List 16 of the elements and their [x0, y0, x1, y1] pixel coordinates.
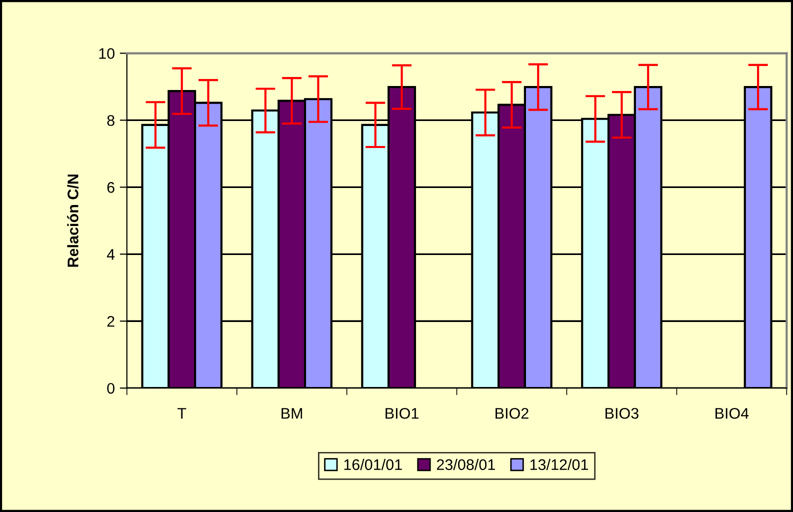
y-tick-label: 8 — [107, 115, 114, 126]
x-tick-label: BIO3 — [606, 408, 638, 419]
legend-label: 13/12/01 — [530, 458, 588, 470]
y-tick-label: 2 — [107, 316, 114, 327]
x-tick-label: BIO4 — [716, 408, 749, 419]
legend-label: 23/08/01 — [436, 458, 495, 470]
x-tick-label: BM — [282, 408, 302, 419]
x-tick-label: T — [178, 408, 186, 419]
y-tick-label: 0 — [107, 382, 114, 394]
y-axis-title: Relación C/N — [67, 174, 79, 267]
y-tick-label: 6 — [107, 182, 114, 193]
legend-label: 16/01/01 — [344, 458, 402, 470]
y-tick-label: 10 — [99, 48, 114, 59]
x-tick-label: BIO2 — [496, 408, 528, 419]
x-tick-label: BIO1 — [386, 408, 418, 419]
y-tick-label: 4 — [106, 249, 115, 260]
